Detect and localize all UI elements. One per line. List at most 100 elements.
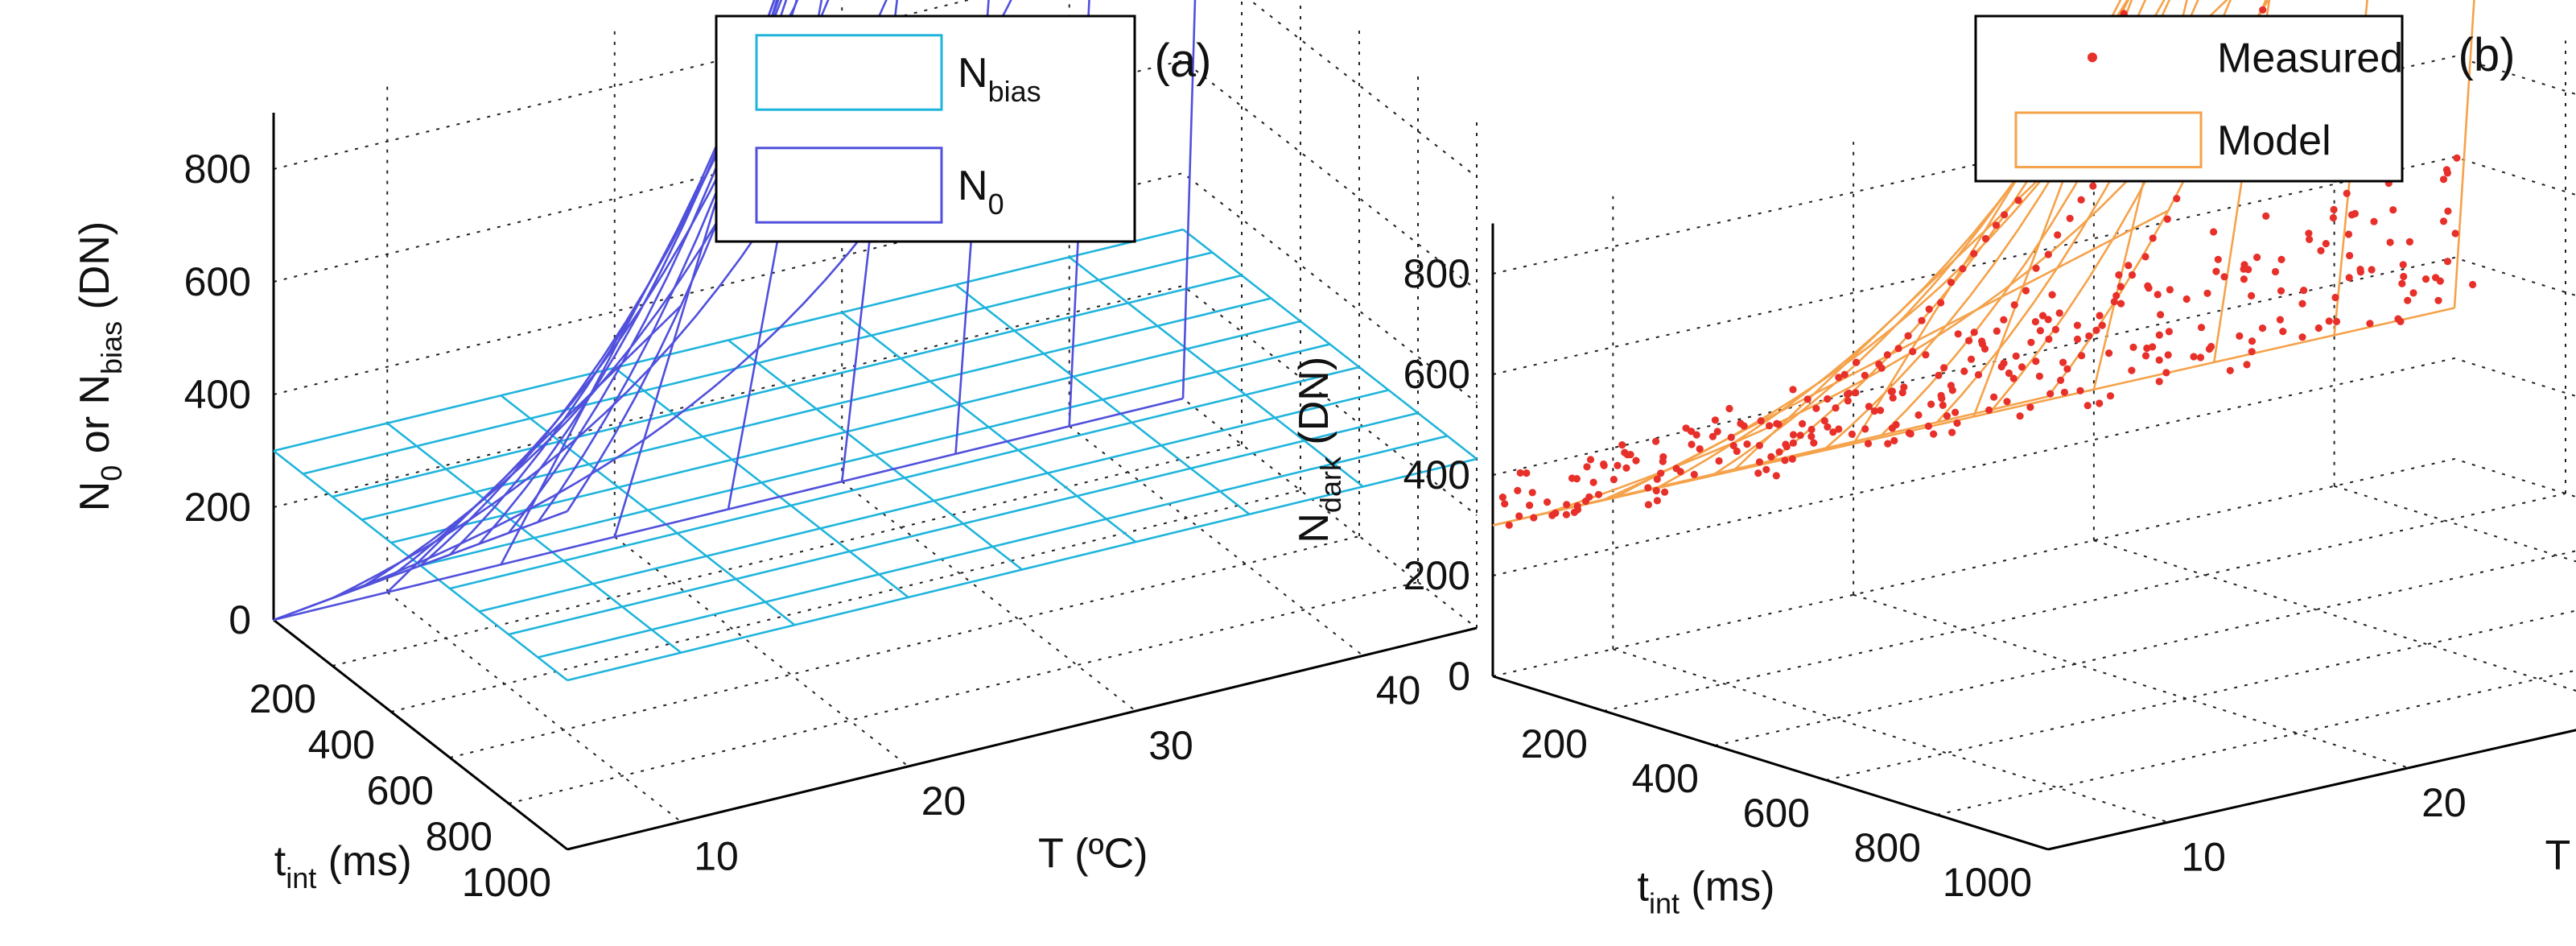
measured-point bbox=[1930, 430, 1938, 438]
measured-point bbox=[1829, 428, 1837, 436]
measured-point bbox=[2276, 316, 2284, 324]
t-tick-label: 800 bbox=[426, 814, 493, 859]
measured-point bbox=[1573, 502, 1581, 510]
measured-point bbox=[2163, 215, 2171, 223]
measured-point bbox=[1614, 461, 1622, 469]
legend-label-subscript: 0 bbox=[988, 188, 1004, 221]
measured-point bbox=[2210, 228, 2218, 236]
floor-gridline bbox=[1853, 593, 2409, 769]
measured-point bbox=[1953, 419, 1961, 428]
measured-point bbox=[2259, 6, 2267, 14]
floor-gridline bbox=[332, 444, 1243, 667]
measured-point bbox=[2092, 326, 2100, 334]
floor-gridline bbox=[449, 535, 1360, 758]
measured-point bbox=[1965, 337, 1973, 345]
t-axis-label: tint (ms) bbox=[1638, 863, 1775, 919]
measured-point bbox=[1864, 440, 1873, 448]
measured-point bbox=[1583, 463, 1591, 471]
measured-point bbox=[1755, 458, 1763, 466]
measured-point bbox=[2298, 333, 2306, 341]
measured-point bbox=[2005, 369, 2013, 378]
measured-point bbox=[1947, 382, 1955, 390]
measured-point bbox=[1552, 509, 1560, 518]
measured-point bbox=[1940, 364, 1948, 372]
measured-point bbox=[1883, 351, 1891, 359]
measured-point bbox=[2314, 324, 2323, 333]
measured-point bbox=[1970, 328, 1978, 337]
z-tick-label: 0 bbox=[1448, 654, 1470, 699]
measured-point bbox=[2240, 275, 2248, 283]
measured-point bbox=[1848, 430, 1856, 438]
axis-label-subscript: bias bbox=[95, 321, 128, 374]
T-tick-label: 20 bbox=[2421, 780, 2467, 825]
measured-point bbox=[2038, 312, 2047, 320]
z-tick-label: 400 bbox=[1403, 452, 1470, 498]
z-tick-label: 800 bbox=[1403, 251, 1470, 296]
measured-point bbox=[2036, 327, 2044, 335]
measured-point bbox=[2277, 255, 2285, 263]
measured-point bbox=[1515, 512, 1523, 520]
measured-point bbox=[1877, 407, 1885, 415]
t-tick-label: 400 bbox=[308, 722, 375, 767]
measured-point bbox=[2076, 386, 2084, 395]
measured-point bbox=[2368, 266, 2376, 274]
z-gridline bbox=[1492, 55, 2576, 275]
measured-point bbox=[1690, 470, 1698, 479]
z-gridline bbox=[1492, 457, 2576, 677]
measured-point bbox=[2298, 299, 2306, 308]
measured-point bbox=[2157, 311, 2165, 319]
measured-point bbox=[1727, 433, 1735, 441]
measured-point bbox=[1733, 447, 1741, 456]
measured-point bbox=[2048, 291, 2056, 299]
measured-point bbox=[1653, 475, 1661, 483]
measured-point bbox=[1894, 345, 1902, 353]
surface-line bbox=[2092, 0, 2188, 390]
measured-point bbox=[1526, 502, 1534, 510]
measured-point bbox=[2444, 207, 2452, 215]
measured-point bbox=[2096, 399, 2104, 407]
floor-gridline bbox=[1714, 550, 2576, 746]
measured-point bbox=[1812, 404, 1820, 412]
measured-point bbox=[2154, 291, 2162, 299]
measured-point bbox=[1888, 387, 1896, 395]
measured-point bbox=[1938, 395, 1946, 403]
measured-point bbox=[2155, 378, 2163, 386]
measured-point bbox=[2066, 214, 2074, 222]
T-tick-label: 10 bbox=[2181, 834, 2226, 879]
measured-point bbox=[1711, 416, 1719, 424]
measured-point bbox=[2451, 229, 2459, 238]
panel-tag: (a) bbox=[1155, 35, 1212, 87]
surface-line bbox=[954, 283, 1251, 515]
measured-point bbox=[2271, 267, 2280, 276]
measured-point bbox=[1970, 250, 1978, 258]
measured-point bbox=[1959, 265, 1967, 273]
measured-point bbox=[1572, 475, 1581, 483]
measured-point bbox=[2143, 344, 2151, 353]
measured-point bbox=[2346, 251, 2354, 260]
surface-line bbox=[449, 0, 776, 556]
measured-point bbox=[1688, 440, 1696, 448]
measured-point bbox=[2332, 317, 2341, 325]
axis-labels: tint (ms) T (ºC) Ndark (DN) bbox=[1291, 357, 2576, 919]
measured-point bbox=[1767, 452, 1775, 461]
measured-point bbox=[1824, 423, 1832, 431]
measured-point bbox=[1909, 348, 1917, 356]
measured-point bbox=[2026, 403, 2034, 411]
t-tick-label: 600 bbox=[367, 768, 434, 813]
T-axis-line bbox=[567, 626, 1478, 851]
measured-point bbox=[1939, 401, 1947, 409]
t-axis-line bbox=[1492, 675, 2049, 851]
measured-point bbox=[2196, 353, 2205, 361]
legend-marker-surface bbox=[755, 34, 943, 111]
z-gridline bbox=[273, 171, 1478, 403]
measured-point bbox=[1789, 386, 1797, 394]
z-axis-label: N0 or Nbias (DN) bbox=[72, 221, 128, 512]
measured-point bbox=[2144, 282, 2152, 290]
axis-label-subscript: dark bbox=[1314, 456, 1347, 513]
measured-point bbox=[2366, 320, 2374, 328]
measured-point bbox=[2248, 348, 2256, 356]
measured-point bbox=[2141, 253, 2149, 261]
measured-point bbox=[2165, 328, 2173, 336]
measured-point bbox=[1696, 445, 1704, 453]
measured-point bbox=[1914, 411, 1923, 419]
